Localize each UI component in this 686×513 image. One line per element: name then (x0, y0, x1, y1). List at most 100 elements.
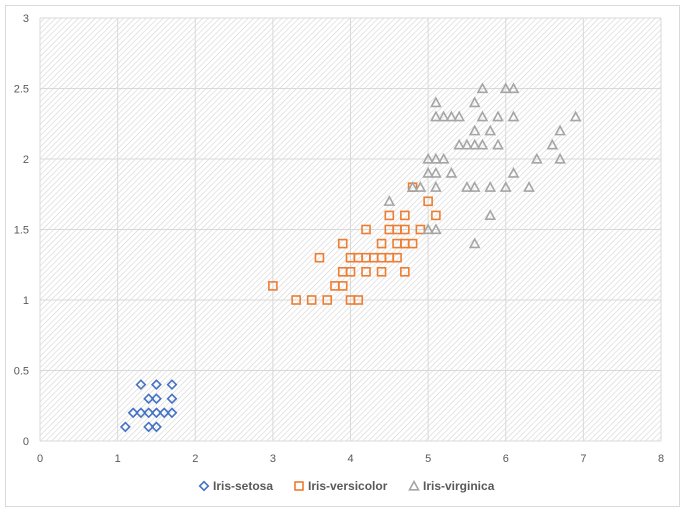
diamond-data-point (143, 407, 155, 419)
diamond-data-point (119, 421, 131, 433)
triangle-data-point (476, 82, 489, 94)
gridlines (39, 17, 662, 442)
triangle-data-point (554, 152, 566, 164)
triangle-data-point (530, 152, 543, 164)
triangle-data-point (453, 138, 466, 150)
legend-label: Iris-setosa (213, 479, 273, 493)
triangle-data-point (453, 110, 466, 122)
triangle-data-point (383, 195, 396, 206)
triangle-data-point (422, 223, 434, 235)
diamond-data-point (143, 393, 155, 405)
square-data-point (384, 210, 395, 221)
square-data-point (337, 281, 348, 291)
y-tick-label: 3 (23, 13, 29, 25)
diamond-data-point (166, 407, 178, 419)
diamond-data-point (135, 407, 147, 419)
triangle-data-point (492, 138, 504, 150)
triangle-data-point (437, 110, 450, 122)
triangle-data-point (484, 209, 497, 221)
square-data-point (400, 266, 410, 277)
y-tick-label: 1.5 (14, 225, 29, 237)
triangle-data-point (468, 138, 481, 150)
triangle-data-point (461, 138, 473, 150)
diamond-data-point (166, 379, 178, 391)
diamond-data-point (158, 407, 170, 419)
legend-item: Iris-versicolor (294, 479, 388, 493)
x-tick-label: 6 (503, 453, 509, 465)
triangle-data-point (430, 223, 442, 235)
triangle-data-point (499, 181, 512, 192)
legend-triangle-icon (408, 479, 420, 491)
series-iris-virginica (383, 82, 582, 249)
triangle-data-point (476, 110, 489, 122)
square-data-point (400, 224, 410, 235)
triangle-data-point (422, 152, 434, 164)
diamond-data-point (135, 379, 147, 391)
square-data-point (376, 238, 387, 249)
triangle-data-point (445, 110, 458, 122)
legend-diamond-icon (198, 480, 210, 492)
triangle-data-point (414, 181, 427, 192)
triangle-data-point (430, 96, 442, 108)
diamond-data-point (151, 421, 162, 433)
triangle-data-point (476, 138, 489, 150)
triangle-data-point (422, 166, 434, 178)
square-data-point (392, 252, 402, 263)
y-tick-label: 1 (23, 295, 29, 307)
data-series (119, 82, 582, 433)
legend-label: Iris-virginica (423, 479, 495, 493)
triangle-data-point (406, 181, 419, 192)
legend-item: Iris-setosa (198, 479, 273, 493)
legend: Iris-setosa Iris-versicolor Iris-virginica (198, 479, 495, 493)
triangle-data-point (484, 181, 497, 192)
triangle-data-point (437, 152, 450, 164)
axes: 0 1 2 3 4 5 6 7 8 0 0.5 1 1.5 2 2.5 3 (14, 13, 664, 465)
diamond-data-point (127, 407, 139, 419)
y-tick-label: 0.5 (14, 366, 29, 378)
square-data-point (361, 266, 371, 277)
diamond-data-point (151, 407, 162, 419)
x-tick-label: 8 (658, 453, 664, 465)
triangle-data-point (468, 124, 481, 136)
x-tick-label: 1 (115, 453, 121, 465)
triangle-data-point (554, 124, 566, 136)
triangle-data-point (430, 166, 442, 178)
triangle-data-point (484, 124, 497, 136)
x-tick-label: 0 (37, 453, 43, 465)
diamond-data-point (143, 421, 155, 433)
legend-label: Iris-versicolor (308, 479, 388, 493)
triangle-data-point (468, 181, 481, 192)
triangle-data-point (461, 181, 473, 192)
triangle-data-point (569, 110, 582, 122)
triangle-data-point (546, 138, 559, 150)
square-data-point (376, 266, 387, 277)
triangle-data-point (430, 110, 442, 122)
x-tick-label: 7 (580, 453, 586, 465)
triangle-data-point (445, 166, 458, 178)
triangle-data-point (507, 110, 520, 122)
triangle-data-point (523, 181, 535, 192)
square-data-point (361, 224, 371, 235)
triangle-data-point (430, 152, 442, 164)
x-tick-label: 3 (270, 453, 276, 465)
x-tick-label: 2 (192, 453, 198, 465)
triangle-data-point (468, 237, 481, 249)
square-data-point (337, 238, 348, 249)
square-data-point (423, 196, 433, 207)
triangle-data-point (430, 181, 442, 192)
diamond-data-point (151, 393, 162, 405)
legend-square-icon (294, 481, 304, 491)
y-tick-label: 0 (23, 436, 29, 448)
triangle-data-point (492, 110, 504, 122)
legend-item: Iris-virginica (408, 479, 495, 493)
y-tick-label: 2.5 (14, 84, 29, 96)
series-iris-versicolor (268, 182, 441, 305)
triangle-data-point (499, 82, 512, 94)
square-data-point (322, 295, 333, 305)
square-data-point (400, 210, 410, 221)
diamond-data-point (166, 393, 178, 405)
square-data-point (345, 266, 356, 277)
series-iris-setosa (119, 379, 178, 433)
triangle-data-point (468, 96, 481, 108)
